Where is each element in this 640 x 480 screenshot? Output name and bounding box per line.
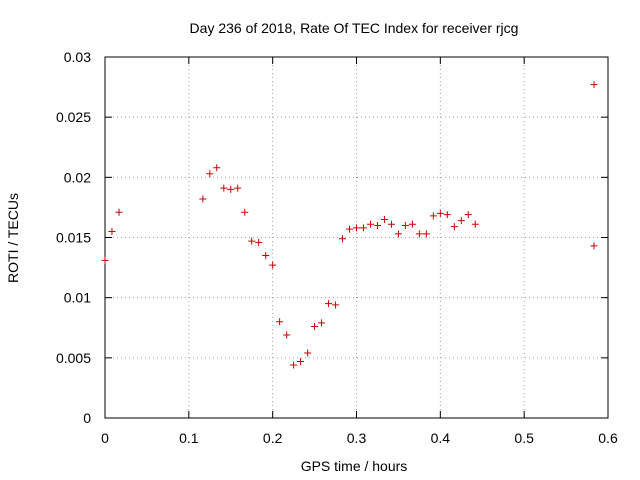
data-point-marker bbox=[367, 220, 374, 228]
data-point-marker bbox=[422, 230, 430, 238]
data-point-marker bbox=[206, 170, 214, 178]
y-tick-label: 0.03 bbox=[64, 49, 91, 65]
data-point-marker bbox=[325, 300, 333, 308]
data-point-marker bbox=[290, 361, 298, 369]
x-tick-label: 0.4 bbox=[431, 430, 451, 446]
data-point-marker bbox=[346, 225, 354, 233]
y-tick-label: 0 bbox=[83, 410, 91, 426]
data-point-marker bbox=[443, 211, 451, 219]
data-point-marker bbox=[394, 230, 402, 238]
data-point-marker bbox=[108, 227, 116, 235]
data-point-marker bbox=[318, 319, 326, 327]
data-point-marker bbox=[283, 331, 291, 339]
data-point-marker bbox=[457, 217, 465, 225]
chart-title: Day 236 of 2018, Rate Of TEC Index for r… bbox=[190, 20, 519, 36]
y-tick-label: 0.01 bbox=[64, 290, 91, 306]
data-point-marker bbox=[213, 164, 221, 172]
data-point-marker bbox=[115, 208, 123, 216]
y-tick-label: 0.015 bbox=[56, 230, 91, 246]
data-point-marker bbox=[359, 224, 367, 232]
data-point-marker bbox=[408, 220, 416, 228]
data-point-marker bbox=[262, 252, 270, 260]
y-axis-title: ROTI / TECUs bbox=[5, 193, 21, 283]
data-point-marker bbox=[297, 357, 305, 365]
data-point-marker bbox=[464, 211, 472, 219]
data-point-marker bbox=[590, 81, 598, 89]
data-point-marker bbox=[429, 212, 437, 220]
data-point-marker bbox=[255, 238, 263, 246]
data-point-marker bbox=[380, 215, 388, 223]
data-point-marker bbox=[436, 209, 444, 217]
data-point-marker bbox=[401, 221, 409, 229]
y-tick-label: 0.02 bbox=[64, 169, 91, 185]
data-point-marker bbox=[332, 301, 340, 309]
data-point-marker bbox=[304, 349, 312, 357]
data-points bbox=[101, 81, 598, 369]
x-tick-label: 0.2 bbox=[263, 430, 283, 446]
grid-lines bbox=[105, 57, 608, 418]
y-tick-labels: 0 0.005 0.01 0.015 0.02 0.025 0.03 bbox=[56, 49, 91, 426]
data-point-marker bbox=[269, 261, 277, 269]
data-point-marker bbox=[220, 184, 228, 192]
data-point-marker bbox=[387, 220, 395, 228]
x-tick-label: 0.6 bbox=[598, 430, 618, 446]
data-point-marker bbox=[227, 185, 235, 193]
y-tick-label: 0.005 bbox=[56, 350, 91, 366]
data-point-marker bbox=[415, 230, 423, 238]
data-point-marker bbox=[234, 184, 242, 192]
axis-ticks bbox=[104, 56, 609, 419]
x-tick-label: 0.3 bbox=[347, 430, 367, 446]
x-tick-label: 0.1 bbox=[179, 430, 199, 446]
data-point-marker bbox=[199, 195, 207, 203]
data-point-marker bbox=[471, 220, 479, 228]
data-point-marker bbox=[590, 242, 598, 250]
x-tick-label: 0 bbox=[101, 430, 109, 446]
y-tick-label: 0.025 bbox=[56, 109, 91, 125]
data-point-marker bbox=[276, 318, 284, 326]
x-tick-labels: 0 0.1 0.2 0.3 0.4 0.5 0.6 bbox=[101, 430, 618, 446]
data-point-marker bbox=[241, 208, 249, 216]
data-point-marker bbox=[353, 224, 360, 232]
x-axis-title: GPS time / hours bbox=[301, 458, 408, 474]
data-point-marker bbox=[248, 237, 256, 245]
x-tick-label: 0.5 bbox=[514, 430, 534, 446]
data-point-marker bbox=[101, 256, 109, 264]
data-point-marker bbox=[373, 221, 381, 229]
data-point-marker bbox=[311, 323, 319, 331]
data-point-marker bbox=[339, 235, 346, 243]
data-point-marker bbox=[450, 223, 458, 231]
